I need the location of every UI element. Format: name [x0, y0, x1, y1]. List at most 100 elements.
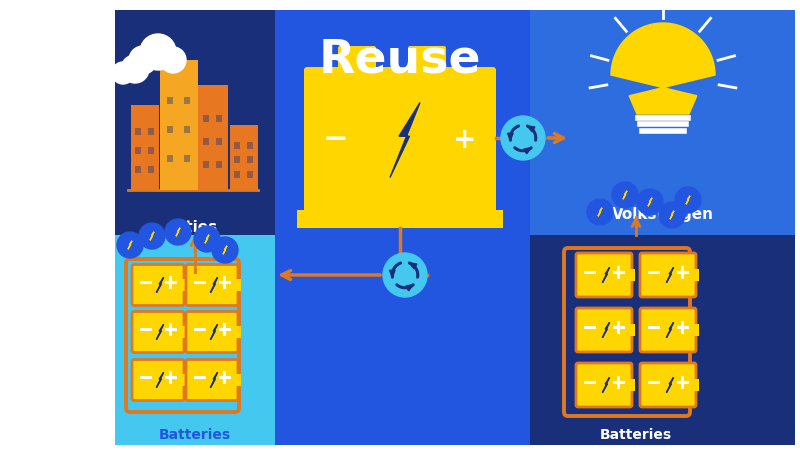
- Polygon shape: [611, 23, 715, 114]
- Polygon shape: [390, 270, 395, 277]
- Polygon shape: [210, 372, 218, 387]
- Bar: [694, 269, 699, 281]
- Bar: [694, 324, 699, 336]
- FancyBboxPatch shape: [640, 363, 696, 407]
- Bar: [236, 326, 241, 338]
- Bar: [182, 374, 187, 386]
- FancyBboxPatch shape: [338, 46, 376, 72]
- Bar: [135, 147, 141, 154]
- FancyBboxPatch shape: [576, 308, 632, 352]
- Text: −: −: [322, 126, 348, 154]
- Circle shape: [675, 187, 701, 213]
- Polygon shape: [157, 324, 163, 340]
- Polygon shape: [390, 103, 420, 177]
- FancyBboxPatch shape: [186, 311, 238, 352]
- Circle shape: [612, 182, 638, 208]
- FancyBboxPatch shape: [132, 265, 184, 306]
- Bar: [630, 324, 635, 336]
- Bar: [135, 166, 141, 173]
- Bar: [115, 10, 275, 235]
- Circle shape: [139, 223, 165, 249]
- Circle shape: [637, 189, 663, 215]
- Text: Batteries: Batteries: [159, 428, 231, 442]
- Polygon shape: [527, 126, 535, 132]
- Bar: [184, 97, 190, 104]
- FancyBboxPatch shape: [132, 311, 184, 352]
- Circle shape: [112, 62, 134, 84]
- Circle shape: [383, 253, 427, 297]
- Polygon shape: [598, 208, 602, 216]
- Polygon shape: [410, 263, 417, 269]
- Polygon shape: [210, 277, 218, 292]
- Circle shape: [140, 34, 176, 70]
- Circle shape: [160, 47, 186, 73]
- Polygon shape: [128, 241, 132, 249]
- Bar: [166, 126, 173, 133]
- FancyBboxPatch shape: [408, 46, 446, 72]
- Polygon shape: [157, 372, 163, 387]
- Polygon shape: [210, 324, 218, 340]
- Bar: [236, 374, 241, 386]
- Text: +: +: [454, 126, 477, 154]
- Bar: [246, 157, 253, 163]
- Bar: [198, 85, 228, 190]
- Bar: [182, 326, 187, 338]
- Circle shape: [129, 46, 157, 74]
- Polygon shape: [602, 322, 610, 338]
- Bar: [694, 379, 699, 391]
- FancyBboxPatch shape: [186, 360, 238, 400]
- Bar: [246, 171, 253, 178]
- Bar: [115, 235, 275, 445]
- Bar: [184, 126, 190, 133]
- Text: Volkswagen: Volkswagen: [612, 207, 714, 222]
- Polygon shape: [686, 196, 690, 204]
- Bar: [147, 147, 154, 154]
- FancyBboxPatch shape: [304, 67, 496, 213]
- Bar: [630, 379, 635, 391]
- FancyBboxPatch shape: [132, 360, 184, 400]
- Bar: [216, 138, 222, 144]
- Circle shape: [501, 116, 545, 160]
- Bar: [530, 235, 795, 445]
- Bar: [147, 128, 154, 135]
- Bar: [131, 105, 159, 190]
- Bar: [297, 210, 503, 228]
- Text: Reuse: Reuse: [318, 37, 482, 82]
- Bar: [216, 115, 222, 122]
- Circle shape: [165, 219, 191, 245]
- Bar: [246, 142, 253, 149]
- Bar: [275, 10, 530, 445]
- FancyBboxPatch shape: [576, 363, 632, 407]
- Circle shape: [121, 55, 149, 83]
- Polygon shape: [223, 246, 227, 254]
- Bar: [147, 166, 154, 173]
- Bar: [236, 279, 241, 291]
- Bar: [160, 60, 198, 190]
- Polygon shape: [157, 277, 163, 292]
- Polygon shape: [666, 322, 674, 338]
- Bar: [166, 154, 173, 162]
- Bar: [182, 279, 187, 291]
- FancyBboxPatch shape: [640, 308, 696, 352]
- Bar: [184, 154, 190, 162]
- Circle shape: [212, 237, 238, 263]
- Text: Cities: Cities: [169, 220, 217, 235]
- Bar: [166, 97, 173, 104]
- Circle shape: [659, 202, 685, 228]
- Polygon shape: [406, 285, 414, 291]
- Polygon shape: [602, 267, 610, 283]
- Polygon shape: [150, 232, 154, 240]
- FancyBboxPatch shape: [640, 253, 696, 297]
- FancyBboxPatch shape: [186, 265, 238, 306]
- Polygon shape: [205, 235, 209, 243]
- Circle shape: [194, 226, 220, 252]
- Polygon shape: [176, 228, 180, 236]
- FancyBboxPatch shape: [576, 253, 632, 297]
- Bar: [230, 125, 258, 190]
- Bar: [135, 128, 141, 135]
- Text: Batteries: Batteries: [600, 428, 672, 442]
- Bar: [234, 157, 240, 163]
- Bar: [216, 161, 222, 168]
- Polygon shape: [670, 211, 674, 219]
- Circle shape: [587, 199, 613, 225]
